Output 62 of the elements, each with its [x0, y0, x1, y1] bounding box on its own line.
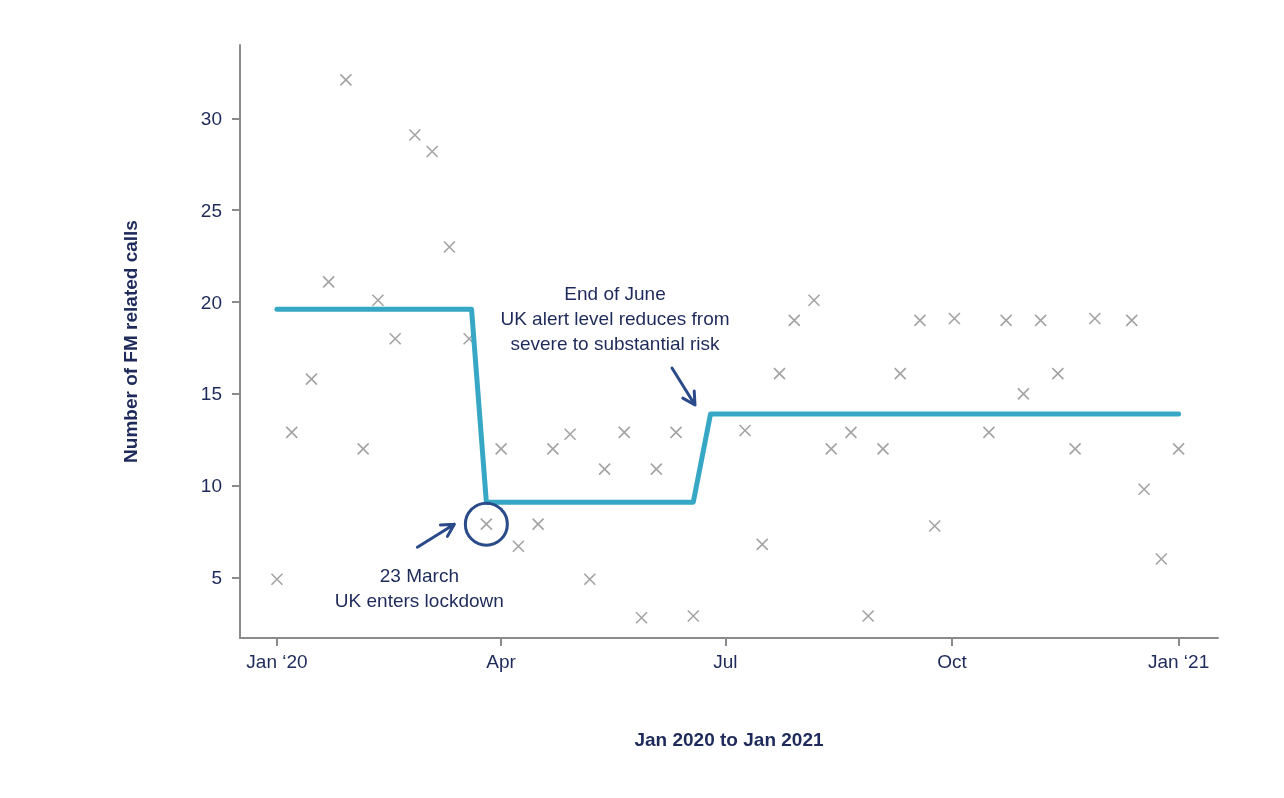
- point: [1034, 314, 1047, 327]
- point: [635, 611, 648, 625]
- point: [546, 442, 560, 456]
- y-tick-label: 20: [200, 291, 222, 313]
- point: [305, 372, 318, 386]
- point: [824, 442, 838, 456]
- x-tick-label: Jan ‘21: [1147, 651, 1210, 672]
- y-tick-label: 10: [200, 475, 222, 497]
- point: [669, 426, 683, 439]
- point: [618, 426, 631, 439]
- y-tick-label: 25: [200, 199, 222, 221]
- point: [686, 609, 700, 623]
- point: [807, 293, 821, 307]
- point: [773, 367, 786, 380]
- point: [494, 442, 508, 456]
- point: [371, 293, 385, 307]
- point: [512, 539, 525, 553]
- point: [1125, 314, 1139, 327]
- point: [1017, 387, 1030, 401]
- point: [928, 519, 941, 533]
- point: [388, 332, 402, 346]
- annotation: End of June UK alert level reduces from severe to substantial risk: [500, 282, 730, 354]
- point: [1068, 442, 1082, 456]
- annotation: 23 March UK enters lockdown: [334, 565, 504, 612]
- point: [322, 275, 335, 289]
- x-tick-label: Apr: [486, 651, 517, 672]
- point: [285, 426, 299, 439]
- point: [598, 462, 611, 476]
- point: [425, 145, 439, 158]
- point: [913, 314, 927, 327]
- point: [531, 517, 545, 531]
- point: [738, 424, 752, 437]
- point: [339, 73, 353, 87]
- point: [844, 426, 858, 439]
- point: [876, 442, 890, 456]
- x-tick-label: Jul: [713, 651, 738, 672]
- point: [1172, 442, 1185, 456]
- point: [650, 462, 663, 476]
- point: [1137, 482, 1151, 496]
- y-tick-label: 5: [211, 566, 222, 588]
- x-axis-title: Jan 2020 to Jan 2021: [634, 729, 824, 750]
- point: [861, 609, 875, 623]
- y-tick-label: 15: [200, 383, 222, 405]
- y-axis-title: Number of FM related calls: [120, 220, 141, 463]
- point: [999, 314, 1013, 327]
- point: [408, 128, 422, 142]
- point: [270, 572, 284, 586]
- point: [787, 314, 801, 327]
- point: [755, 538, 769, 551]
- point: [1155, 552, 1168, 566]
- point: [982, 426, 996, 439]
- point: [948, 312, 961, 325]
- point: [356, 442, 370, 456]
- point: [563, 427, 577, 441]
- point: [1088, 312, 1102, 325]
- x-tick-label: Oct: [937, 651, 968, 672]
- point: [583, 572, 597, 586]
- point: [1051, 367, 1065, 380]
- y-tick-label: 30: [200, 107, 222, 129]
- point: [443, 240, 456, 254]
- point: [893, 367, 907, 380]
- x-tick-label: Jan ‘20: [246, 651, 308, 672]
